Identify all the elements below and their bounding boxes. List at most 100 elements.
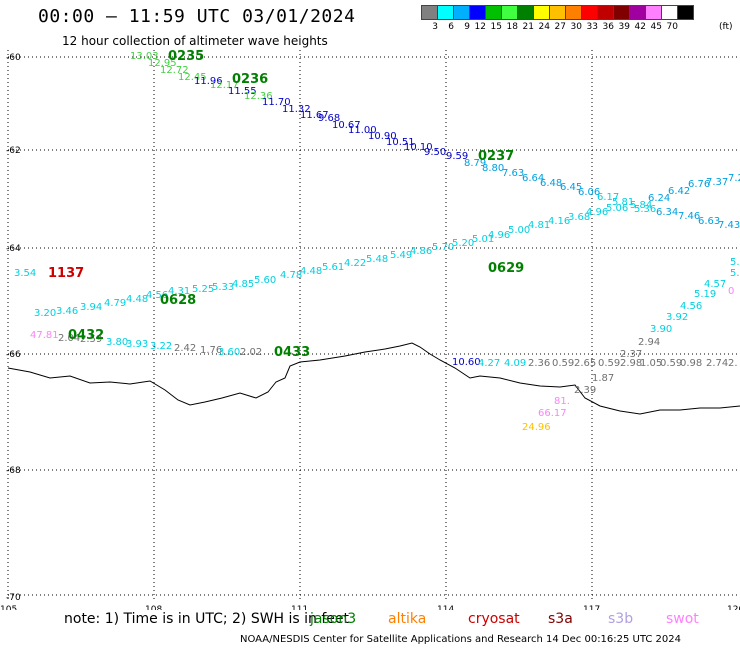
y-axis-label: -64	[6, 244, 21, 254]
wave-height-reading: 0	[728, 286, 734, 297]
wave-height-reading: 4.78	[280, 270, 302, 281]
wave-height-reading: 4.48	[126, 294, 148, 305]
page-title: 00:00 – 11:59 UTC 03/01/2024	[38, 6, 356, 27]
y-axis-label: -62	[6, 146, 21, 156]
wave-height-reading: 4.81	[528, 220, 550, 231]
satellite-legend-item: s3b	[608, 611, 634, 627]
track-time-label: 0628	[160, 293, 196, 308]
wave-height-reading: 4.79	[104, 298, 126, 309]
wave-height-reading: 0.59	[552, 358, 574, 369]
color-scale-label: 36	[602, 22, 614, 32]
color-scale-label: 3	[432, 22, 438, 32]
wave-height-reading: 2.98	[620, 358, 642, 369]
wave-height-reading: 7.43	[718, 220, 740, 231]
wave-height-reading: 10.60	[452, 357, 481, 368]
satellite-legend-item: altika	[388, 611, 427, 627]
satellite-legend-item: cryosat	[468, 611, 520, 627]
color-scale-label: 18	[506, 22, 518, 32]
wave-height-reading: 10.90	[368, 131, 397, 142]
color-scale-label: 21	[522, 22, 534, 32]
satellite-legend-item: s3a	[548, 611, 573, 627]
color-scale-label: 27	[554, 22, 566, 32]
wave-height-reading: 7.63	[502, 168, 524, 179]
wave-height-reading: 6.06	[578, 187, 600, 198]
wave-height-reading: 5.06	[606, 203, 628, 214]
wave-height-reading: 1.05	[640, 358, 662, 369]
wave-height-reading: 2.94	[638, 337, 660, 348]
y-axis-label: -68	[6, 466, 21, 476]
wave-height-reading: 12.45	[178, 72, 207, 83]
wave-height-reading: 7.46	[678, 211, 700, 222]
wave-height-reading: 2.02	[240, 347, 262, 358]
wave-height-reading: 11.32	[282, 104, 311, 115]
track-time-label: 0432	[68, 328, 104, 343]
x-axis-label: 117	[583, 605, 600, 610]
wave-height-reading: 3.46	[56, 306, 78, 317]
wave-height-reading: 0.59	[598, 358, 620, 369]
y-axis-label: -60	[6, 53, 21, 63]
color-scale-label: 70	[666, 22, 678, 32]
wave-height-reading: 5.01	[472, 234, 494, 245]
wave-height-reading: 2.74	[706, 358, 728, 369]
color-scale-label: 24	[538, 22, 550, 32]
color-scale-label: 6	[448, 22, 454, 32]
wave-height-reading: 4.96	[586, 207, 608, 218]
track-time-label: 0629	[488, 261, 524, 276]
wave-height-reading: 6.24	[648, 193, 670, 204]
x-axis-label: 108	[145, 605, 162, 610]
color-scale-label: 42	[634, 22, 646, 32]
track-time-label: 1137	[48, 266, 84, 281]
coastline	[7, 342, 740, 415]
satellite-legend-item: jason3	[310, 611, 357, 627]
wave-height-reading: 4.48	[300, 266, 322, 277]
color-scale-label: 39	[618, 22, 630, 32]
wave-height-reading: 3.68	[568, 212, 590, 223]
color-scale-bar	[421, 5, 694, 20]
x-axis-label: 105	[0, 605, 17, 610]
wave-height-reading: 11.70	[262, 97, 291, 108]
wave-height-reading: 6.17	[597, 192, 619, 203]
wave-height-reading: 11.55	[228, 86, 257, 97]
wave-height-reading: 11.67	[300, 110, 329, 121]
wave-height-reading: 4.56	[680, 301, 702, 312]
wave-height-reading: 10.51	[386, 137, 415, 148]
wave-height-reading: 12.17	[210, 80, 239, 91]
wave-height-reading: 3.92	[666, 312, 688, 323]
track-time-label: 0433	[274, 345, 310, 360]
wave-height-reading: 8.79	[464, 158, 486, 169]
wave-height-reading: 81.	[554, 396, 570, 407]
wave-height-reading: 24.96	[522, 422, 551, 433]
wave-height-reading: 4.16	[548, 216, 570, 227]
color-scale-label: 45	[650, 22, 662, 32]
wave-height-reading: 2.59	[80, 334, 102, 345]
footer-note: note: 1) Time is in UTC; 2) SWH is in fe…	[64, 611, 350, 627]
wave-height-reading: 3.90	[650, 324, 672, 335]
wave-height-reading: 3.22	[150, 341, 172, 352]
wave-height-reading: 5.61	[322, 262, 344, 273]
y-axis-label: -70	[6, 593, 21, 603]
wave-height-reading: 3.80	[106, 337, 128, 348]
wave-height-reading: 0.59	[660, 358, 682, 369]
wave-height-reading: 5.33	[212, 282, 234, 293]
wave-height-reading: 5.36	[634, 204, 656, 215]
wave-height-reading: 10.67	[332, 120, 361, 131]
track-time-label: 0236	[232, 72, 268, 87]
wave-height-reading: 11.96	[194, 76, 223, 87]
wave-height-reading: 2.39	[574, 385, 596, 396]
wave-height-reading: 6.42	[668, 186, 690, 197]
color-scale-label: 33	[586, 22, 598, 32]
wave-height-reading: 13.03	[130, 51, 159, 62]
wave-height-reading: 3.94	[80, 302, 102, 313]
wave-height-reading: 2.65	[574, 358, 596, 369]
wave-height-reading: 12.95	[148, 58, 177, 69]
wave-height-reading: 3.20	[34, 308, 56, 319]
wave-height-reading: 7.37	[706, 177, 728, 188]
wave-height-reading: 5.81	[612, 197, 634, 208]
color-scale-label: 9	[464, 22, 470, 32]
wave-height-reading: 5.19	[694, 289, 716, 300]
wave-height-reading: 12.72	[160, 65, 189, 76]
x-axis-label: 114	[437, 605, 454, 610]
wave-height-reading: 4.57	[704, 279, 726, 290]
wave-height-reading: 6.45	[560, 182, 582, 193]
wave-height-reading: 3.93	[126, 339, 148, 350]
